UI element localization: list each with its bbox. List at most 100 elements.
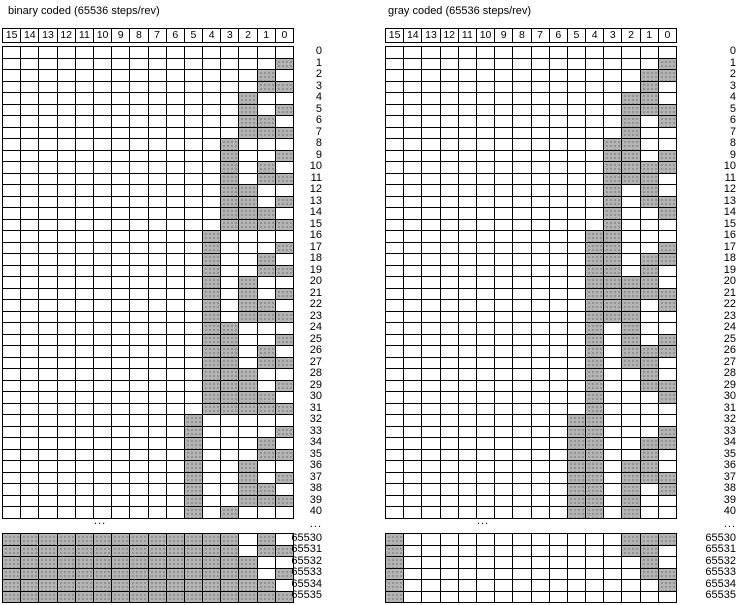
bit-cell-off [39, 162, 57, 173]
bit-cell-off [21, 495, 39, 506]
bit-cell-on [622, 139, 640, 150]
bit-cell-off [93, 219, 112, 230]
bit-cell-on [203, 380, 221, 391]
bit-cell-off [3, 369, 21, 380]
bit-cell-off [440, 254, 458, 265]
bit-cell-off [440, 415, 458, 426]
bit-cell-off [39, 357, 57, 368]
bit-cell-off [184, 162, 203, 173]
bit-cell-off [184, 81, 203, 92]
bit-cell-off [604, 346, 622, 357]
bit-cell-off [567, 288, 586, 299]
bit-cell-off [458, 219, 476, 230]
bit-cell-off [148, 300, 166, 311]
bit-cell-on [93, 591, 112, 602]
bit-cell-off [622, 58, 640, 69]
bit-cell-off [275, 369, 293, 380]
bit-cell-off [166, 449, 184, 460]
bit-cell-off [3, 219, 21, 230]
row-label: 11 [724, 171, 736, 184]
bit-cell-off [476, 185, 495, 196]
bit-cell-off [495, 185, 513, 196]
bit-cell-on [604, 242, 622, 253]
bit-cell-off [531, 334, 549, 345]
bit-cell-off [658, 323, 676, 334]
bit-cell-off [513, 449, 531, 460]
row-label: 12 [723, 183, 736, 195]
row-label: 7 [729, 125, 736, 138]
bit-cell-on [275, 495, 293, 506]
bit-cell-off [130, 208, 148, 219]
bit-cell-off [495, 380, 513, 391]
bit-cell-off [495, 461, 513, 472]
bit-cell-off [386, 438, 404, 449]
bit-cell-off [567, 591, 586, 602]
row-label: 19 [309, 263, 322, 276]
bit-cell-off [112, 380, 130, 391]
bit-cell-off [57, 392, 75, 403]
bit-cell-on [640, 438, 658, 449]
bit-cell-off [75, 495, 93, 506]
bit-cell-off [257, 185, 275, 196]
bit-cell-off [275, 534, 293, 545]
bit-cell-off [275, 484, 293, 495]
bit-cell-off [604, 449, 622, 460]
bit-cell-off [440, 288, 458, 299]
bit-cell-off [130, 242, 148, 253]
bit-cell-off [21, 472, 39, 483]
bit-cell-off [622, 219, 640, 230]
bit-cell-off [495, 495, 513, 506]
bit-cell-off [495, 231, 513, 242]
bit-cell-off [531, 300, 549, 311]
bit-cell-off [495, 254, 513, 265]
bit-cell-off [21, 139, 39, 150]
bit-cell-off [495, 265, 513, 276]
bit-cell-off [184, 58, 203, 69]
bit-cell-off [148, 484, 166, 495]
bit-cell-off [21, 403, 39, 414]
bit-cell-off [93, 116, 112, 127]
bit-cell-off [386, 334, 404, 345]
bit-cell-off [476, 219, 495, 230]
bit-cell-off [476, 47, 495, 58]
row-label: 18 [309, 252, 322, 264]
bit-cell-off [386, 208, 404, 219]
bit-cell-on [221, 139, 239, 150]
bit-cell-off [440, 346, 458, 357]
bit-cell-on [184, 461, 203, 472]
bit-cell-on [640, 173, 658, 184]
bit-cell-off [513, 346, 531, 357]
bit-cell-on [257, 254, 275, 265]
bit-cell-off [112, 495, 130, 506]
bit-cell-on [239, 557, 257, 568]
bit-cell-off [440, 139, 458, 150]
bit-cell-off [513, 93, 531, 104]
bit-cell-on [221, 568, 239, 579]
bit-cell-on [203, 242, 221, 253]
bit-cell-off [93, 484, 112, 495]
bit-cell-off [75, 507, 93, 518]
bit-cell-on [622, 334, 640, 345]
bit-cell-off [93, 495, 112, 506]
bit-cell-off [513, 334, 531, 345]
bit-cell-off [549, 580, 567, 591]
bit-cell-off [422, 438, 440, 449]
row-label: 19 [723, 263, 736, 276]
bit-cell-off [239, 173, 257, 184]
bit-cell-off [75, 104, 93, 115]
bit-cell-off [476, 127, 495, 138]
row-label: 65531 [291, 543, 322, 555]
bit-cell-on [658, 300, 676, 311]
bit-cell-on [640, 70, 658, 81]
bit-cell-off [112, 196, 130, 207]
bit-cell-on [57, 545, 75, 556]
bit-cell-off [275, 557, 293, 568]
bit-cell-off [75, 334, 93, 345]
row-label: 28 [723, 367, 736, 379]
bit-cell-off [549, 162, 567, 173]
bit-cell-off [513, 173, 531, 184]
bit-cell-off [404, 591, 422, 602]
bit-cell-off [404, 162, 422, 173]
bit-cell-off [513, 591, 531, 602]
bit-cell-on [203, 300, 221, 311]
